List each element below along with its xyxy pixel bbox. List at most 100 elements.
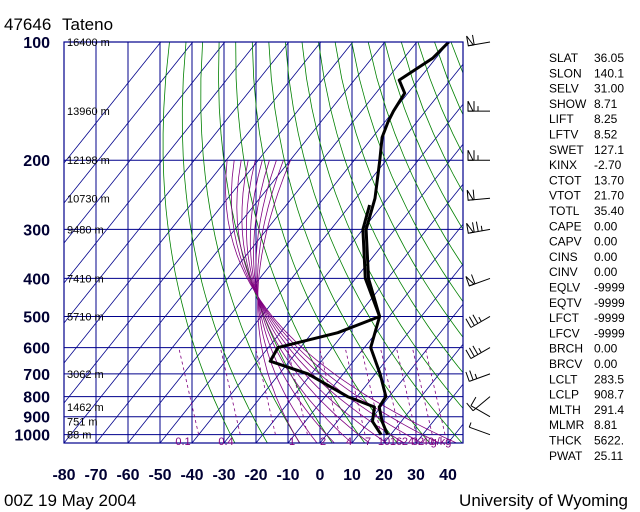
- mixing-ratio-line: [424, 347, 446, 435]
- temperature-tick-label: -60: [116, 467, 139, 484]
- height-label: 13960 m: [67, 106, 110, 118]
- barb-full: [468, 316, 475, 326]
- sounding-time: 00Z 19 May 2004: [4, 491, 136, 510]
- dry-adiabat: [301, 42, 463, 409]
- skewed-isotherm: [64, 42, 290, 324]
- moist-adiabat: [257, 160, 300, 443]
- index-value: 25.11: [594, 449, 623, 463]
- index-label: SELV: [549, 82, 579, 96]
- index-value: 127.1: [594, 143, 624, 157]
- barb-full: [466, 402, 474, 412]
- mixing-ratio-label: 10: [378, 436, 390, 448]
- index-label: LFTV: [549, 128, 578, 142]
- barb-pennant: [465, 276, 475, 287]
- skewed-isotherm: [319, 263, 463, 443]
- mixing-ratio-label: 0.4: [218, 436, 233, 448]
- index-label: EQLV: [549, 281, 580, 295]
- temperature-tick-label: 30: [407, 467, 425, 484]
- dry-adiabat: [181, 42, 268, 443]
- dry-adiabat: [162, 42, 236, 443]
- mixing-ratio-label: 32: [412, 436, 424, 448]
- barb-half: [468, 422, 472, 428]
- index-value: -9999: [594, 326, 625, 340]
- mixing-ratio-line: [379, 347, 401, 435]
- index-label: BRCV: [549, 357, 582, 371]
- barb-full: [470, 396, 477, 406]
- index-label: CINV: [549, 265, 578, 279]
- height-label: 5710 m: [67, 312, 104, 324]
- index-value: 21.70: [594, 189, 624, 203]
- station-id: 47646: [4, 15, 51, 34]
- pressure-tick-label: 800: [23, 390, 50, 407]
- mixing-ratio-label: 16: [390, 436, 402, 448]
- index-value: 0.00: [594, 250, 618, 264]
- barb-half: [478, 347, 482, 353]
- mixing-ratio-label: 40: [422, 436, 434, 448]
- index-label: LCLP: [549, 388, 579, 402]
- skewed-isotherm: [64, 42, 162, 164]
- temperature-tick-label: 20: [375, 467, 393, 484]
- barb-full: [472, 314, 479, 324]
- wind-barb: [466, 396, 491, 412]
- index-value: 8.81: [594, 418, 618, 432]
- barb-half: [478, 316, 482, 322]
- barb-full: [472, 189, 475, 200]
- skewed-isotherm: [64, 42, 386, 443]
- index-label: LCLT: [549, 372, 578, 386]
- stability-indices: SLAT 36.05 SLON 140.1 SELV 31.00 SHOW 8.71 LIFT 8…: [549, 51, 625, 463]
- dry-adiabat: [285, 42, 463, 443]
- mixing-ratio-line: [395, 347, 417, 435]
- index-value: 8.52: [594, 128, 618, 142]
- wind-barbs: [465, 34, 491, 436]
- profiles: [268, 42, 450, 436]
- temperature-tick-label: 10: [343, 467, 361, 484]
- skewed-isotherm: [95, 42, 418, 443]
- skewed-isotherm: [64, 42, 194, 204]
- barb-full: [471, 274, 476, 285]
- dewpoint-profile: [268, 204, 383, 436]
- plot-frame: [63, 41, 464, 444]
- dry-adiabat: [218, 42, 333, 443]
- wind-barb: [467, 100, 491, 112]
- height-label: 1462 m: [67, 402, 104, 414]
- mixing-ratio-label: 24: [402, 436, 414, 448]
- temperature-tick-label: -50: [148, 467, 171, 484]
- index-label: SWET: [549, 143, 584, 157]
- index-value: 36.05: [594, 51, 624, 65]
- barb-staff: [470, 405, 491, 418]
- index-label: SHOW: [549, 97, 587, 111]
- temperature-tick-label: 40: [439, 467, 457, 484]
- barb-staff: [470, 347, 491, 360]
- barb-pennant: [466, 189, 474, 201]
- mixing-ratio-label: 7: [365, 436, 371, 448]
- moist-adiabat: [253, 160, 353, 443]
- wind-barb: [467, 149, 491, 161]
- index-value: 13.70: [594, 173, 624, 187]
- temperature-tick-label: -70: [84, 467, 107, 484]
- pressure-tick-label: 600: [23, 341, 50, 358]
- moist-adiabat: [249, 160, 370, 443]
- temperature-tick-label: -30: [212, 467, 235, 484]
- index-label: BRCH: [549, 342, 583, 356]
- height-label: 3062 m: [67, 369, 104, 381]
- mixing-ratio-line: [287, 347, 308, 435]
- index-value: 35.40: [594, 204, 624, 218]
- index-label: CTOT: [549, 173, 582, 187]
- index-value: -2.70: [594, 158, 622, 172]
- pressure-tick-label: 700: [23, 367, 50, 384]
- barb-staff: [469, 373, 491, 382]
- height-label: 10730 m: [67, 193, 110, 205]
- height-label: 9480 m: [67, 224, 104, 236]
- barb-staff: [469, 426, 491, 436]
- index-value: 0.00: [594, 235, 618, 249]
- barb-pennant: [466, 223, 475, 234]
- index-label: LIFT: [549, 112, 574, 126]
- index-value: 8.71: [594, 97, 618, 111]
- dry-adiabat: [367, 42, 463, 267]
- pressure-tick-label: 200: [23, 153, 50, 170]
- mixing-ratio-label: 4: [346, 436, 352, 448]
- index-label: TOTL: [549, 204, 580, 218]
- mixing-ratio-line: [344, 347, 366, 435]
- station-name: Tateno: [62, 15, 113, 34]
- wind-barb: [466, 221, 491, 234]
